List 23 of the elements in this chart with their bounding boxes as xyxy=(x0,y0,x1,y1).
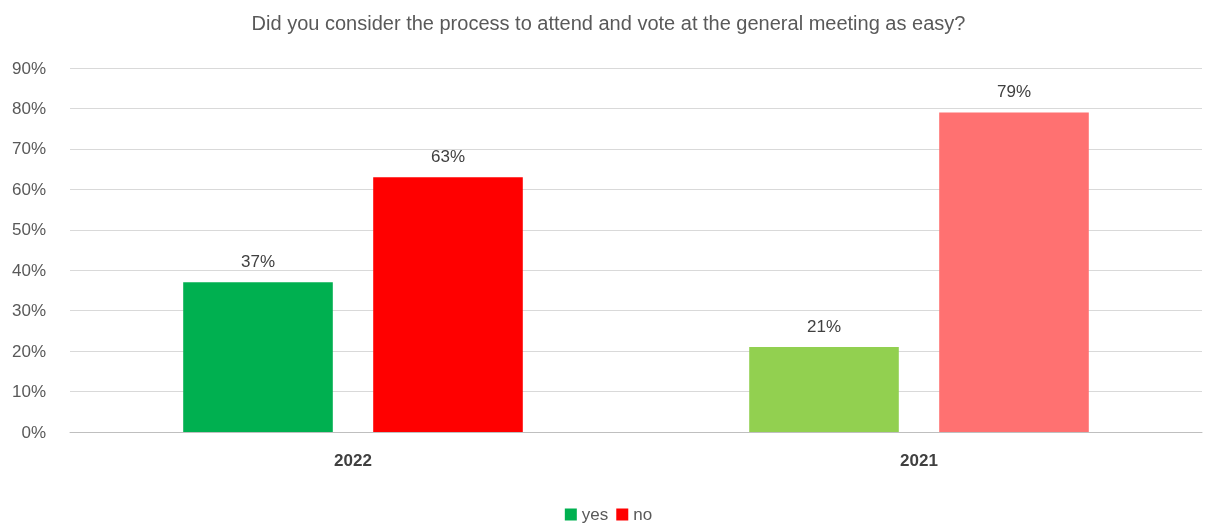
y-tick-label: 30% xyxy=(11,301,46,321)
x-tick-label: 2022 xyxy=(334,451,372,470)
y-tick-label: 60% xyxy=(11,179,46,199)
y-tick-label: 20% xyxy=(11,341,46,361)
y-tick-label: 0% xyxy=(21,422,46,442)
legend-label: yes xyxy=(581,505,609,524)
bar xyxy=(939,112,1089,432)
y-tick-label: 80% xyxy=(11,98,46,118)
x-tick-label: 2021 xyxy=(900,451,938,470)
data-label: 21% xyxy=(806,317,842,337)
data-label: 79% xyxy=(996,82,1032,102)
legend-label: no xyxy=(633,505,653,524)
y-tick-label: 40% xyxy=(11,260,46,280)
y-tick-label: 10% xyxy=(11,382,46,402)
y-tick-label: 50% xyxy=(11,220,46,240)
y-tick-label: 90% xyxy=(11,58,46,78)
bar xyxy=(749,347,899,432)
bar xyxy=(183,282,333,432)
chart-title: Did you consider the process to attend and vote at the general meeting as easy? xyxy=(251,12,966,34)
bar xyxy=(373,177,523,432)
data-label: 37% xyxy=(240,252,276,272)
data-label: 63% xyxy=(430,147,466,167)
y-tick-label: 70% xyxy=(11,139,46,159)
